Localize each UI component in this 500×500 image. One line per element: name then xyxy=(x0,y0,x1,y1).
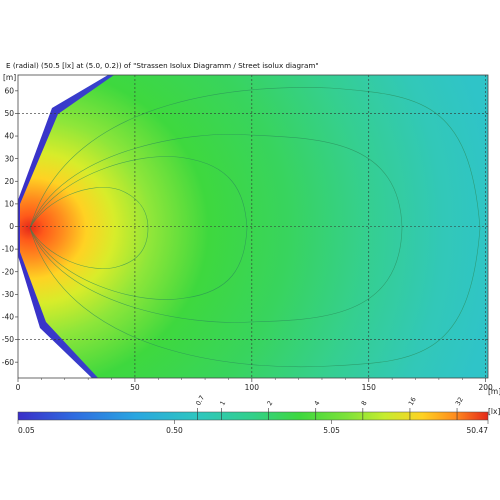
x-tick-label: 200 xyxy=(478,383,493,392)
y-tick-label: -10 xyxy=(2,245,14,254)
colorbar-value-label: 50.47 xyxy=(467,426,489,435)
colorbar-value-label: 0.05 xyxy=(18,426,35,435)
colorbar-value-labels: 0.05 0.50 5.05 50.47 xyxy=(17,420,489,435)
x-axis: 0 50 100 150 200 xyxy=(16,378,493,392)
y-tick-label: -20 xyxy=(2,267,14,276)
y-tick-label: 20 xyxy=(4,177,14,186)
colorbar-mark-label: 0.7 xyxy=(194,394,206,407)
colorbar xyxy=(17,411,489,421)
colorbar-value-label: 5.05 xyxy=(323,426,340,435)
x-tick-label: 0 xyxy=(16,383,21,392)
y-tick-label: 50 xyxy=(4,109,14,118)
y-tick-label: -30 xyxy=(2,290,14,299)
y-tick-label: 30 xyxy=(4,154,14,163)
y-tick-label: 10 xyxy=(4,199,14,208)
colorbar-mark-label: 16 xyxy=(407,396,418,407)
x-tick-label: 50 xyxy=(130,383,140,392)
chart-title: E (radial) (50.5 [lx] at (5.0, 0.2)) of … xyxy=(6,61,319,70)
y-tick-label: 0 xyxy=(9,222,14,231)
y-tick-label: -60 xyxy=(2,358,14,367)
x-axis-unit: [m] xyxy=(488,387,500,396)
colorbar-value-label: 0.50 xyxy=(166,426,183,435)
x-tick-label: 150 xyxy=(362,383,377,392)
colorbar-mark-label: 1 xyxy=(218,399,227,407)
x-tick-label: 100 xyxy=(245,383,260,392)
colorbar-unit: [lx] xyxy=(488,407,500,416)
grid-lines xyxy=(18,75,488,378)
illuminance-field xyxy=(20,75,488,378)
colorbar-mark-label: 2 xyxy=(265,399,274,407)
y-tick-label: 60 xyxy=(4,86,14,95)
y-axis-unit: [m] xyxy=(3,73,16,82)
y-tick-label: -50 xyxy=(2,335,14,344)
y-tick-label: -40 xyxy=(2,313,14,322)
y-tick-label: 40 xyxy=(4,132,14,141)
colorbar-mark-label: 32 xyxy=(454,396,465,407)
y-axis: 60 50 40 30 20 10 0 -10 -20 -30 -40 -50 -60 xyxy=(2,86,18,367)
colorbar-mark-label: 4 xyxy=(313,399,322,407)
colorbar-mark-label: 8 xyxy=(360,399,369,407)
